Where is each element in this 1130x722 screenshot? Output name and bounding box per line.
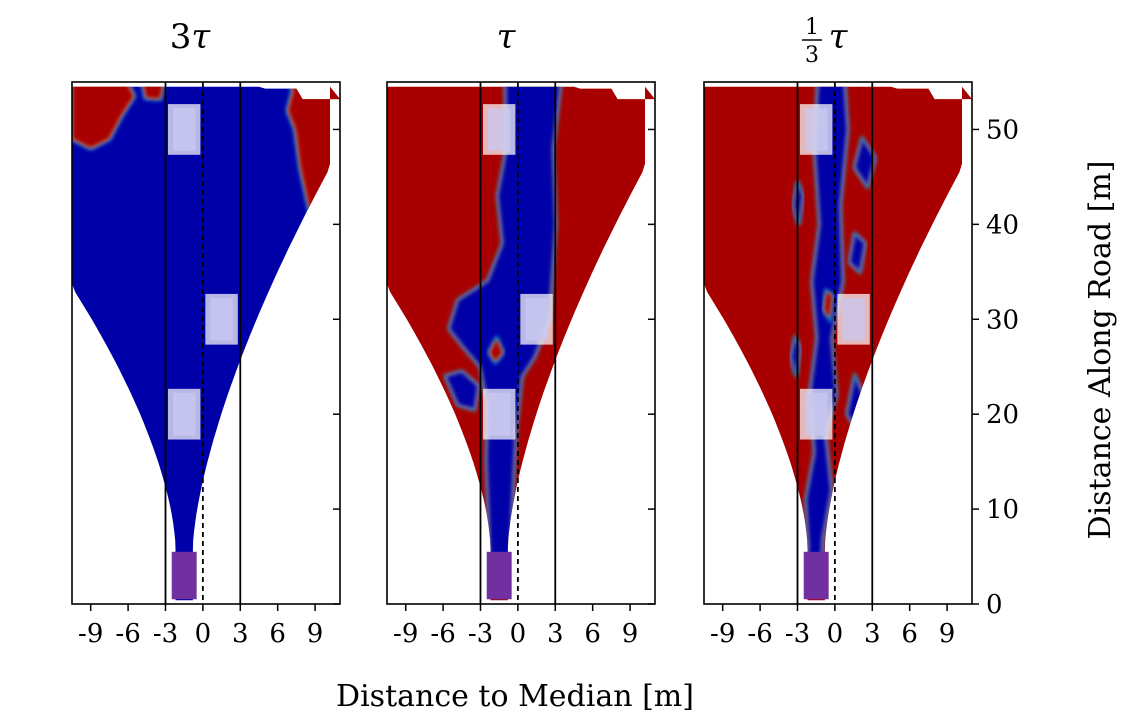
ego-vehicle [171,551,197,600]
x-axis-title: Distance to Median [m] [336,679,694,714]
x-axis-ticks: -9 -6 -3 0 3 6 9 [78,604,323,649]
plot-frame [386,81,656,605]
fraction-denominator: 3 [805,43,819,68]
x-tick-label: -9 [710,619,735,649]
x-axis-ticks: -9 -6 -3 0 3 6 9 [710,604,955,649]
x-tick-label: 3 [864,619,881,649]
y-tick-label: 0 [986,590,1003,620]
ego-vehicle [803,551,829,600]
y-axis-ticks: 0 10 20 30 40 50 [333,115,1019,620]
x-tick-label: 0 [195,619,212,649]
y-tick-label: 50 [986,115,1019,145]
x-tick-label: -6 [430,619,455,649]
x-tick-label: -3 [785,619,810,649]
low-region [848,230,867,275]
x-tick-label: 3 [547,619,564,649]
panel-title: 1 3 τ [802,15,849,68]
plot-frame [71,81,341,605]
x-tick-label: 6 [901,619,918,649]
low-region [443,369,480,412]
x-tick-label: 0 [510,619,527,649]
panel-title: 3τ [170,17,212,57]
panel-overlay [164,82,242,604]
high-region [72,86,137,151]
panel-tau: -9 -6 -3 0 3 6 9 τ [386,17,656,649]
x-tick-label: -9 [393,619,418,649]
x-axis-ticks: -9 -6 -3 0 3 6 9 [393,604,638,649]
high-region [822,288,834,324]
x-tick-label: -6 [115,619,140,649]
title-tau: τ [497,17,517,57]
x-tick-label: -3 [153,619,178,649]
title-tau: τ [191,17,211,57]
x-tick-label: -3 [468,619,493,649]
ego-vehicle [486,551,512,600]
title-tau: τ [829,17,849,57]
vehicle-marker [167,388,201,440]
x-tick-label: 3 [232,619,249,649]
high-region [487,334,505,365]
vehicle-marker [837,293,870,345]
y-tick-label: 30 [986,305,1019,335]
x-tick-label: -9 [78,619,103,649]
vehicle-marker [205,293,238,345]
vehicle-marker [482,388,516,440]
x-tick-label: 9 [622,619,639,649]
panel-overlay [479,82,557,604]
high-region [138,86,168,101]
title-coefficient: 3 [170,17,192,57]
x-tick-label: 6 [269,619,286,649]
vehicle-marker [799,388,833,440]
panel-overlay [796,82,874,604]
x-tick-label: 6 [584,619,601,649]
vehicle-marker [799,104,833,155]
x-tick-label: 9 [939,619,956,649]
low-region [853,135,877,191]
y-tick-label: 20 [986,400,1019,430]
panel-third-tau: -9 -6 -3 0 3 6 9 1 3 τ [703,15,973,649]
y-axis-title: Distance Along Road [m] [1083,161,1118,540]
y-tick-label: 40 [986,210,1019,240]
plot-frame [703,81,973,605]
vehicle-marker [482,104,516,155]
x-tick-label: 0 [827,619,844,649]
x-tick-label: -6 [747,619,772,649]
x-tick-label: 9 [307,619,324,649]
vehicle-marker [167,104,201,155]
panel-title: τ [497,17,517,57]
vehicle-marker [520,293,553,345]
panel-3tau: -9 -6 -3 0 3 6 9 3τ [71,17,341,649]
fraction-numerator: 1 [805,15,819,40]
y-tick-label: 10 [986,495,1019,525]
